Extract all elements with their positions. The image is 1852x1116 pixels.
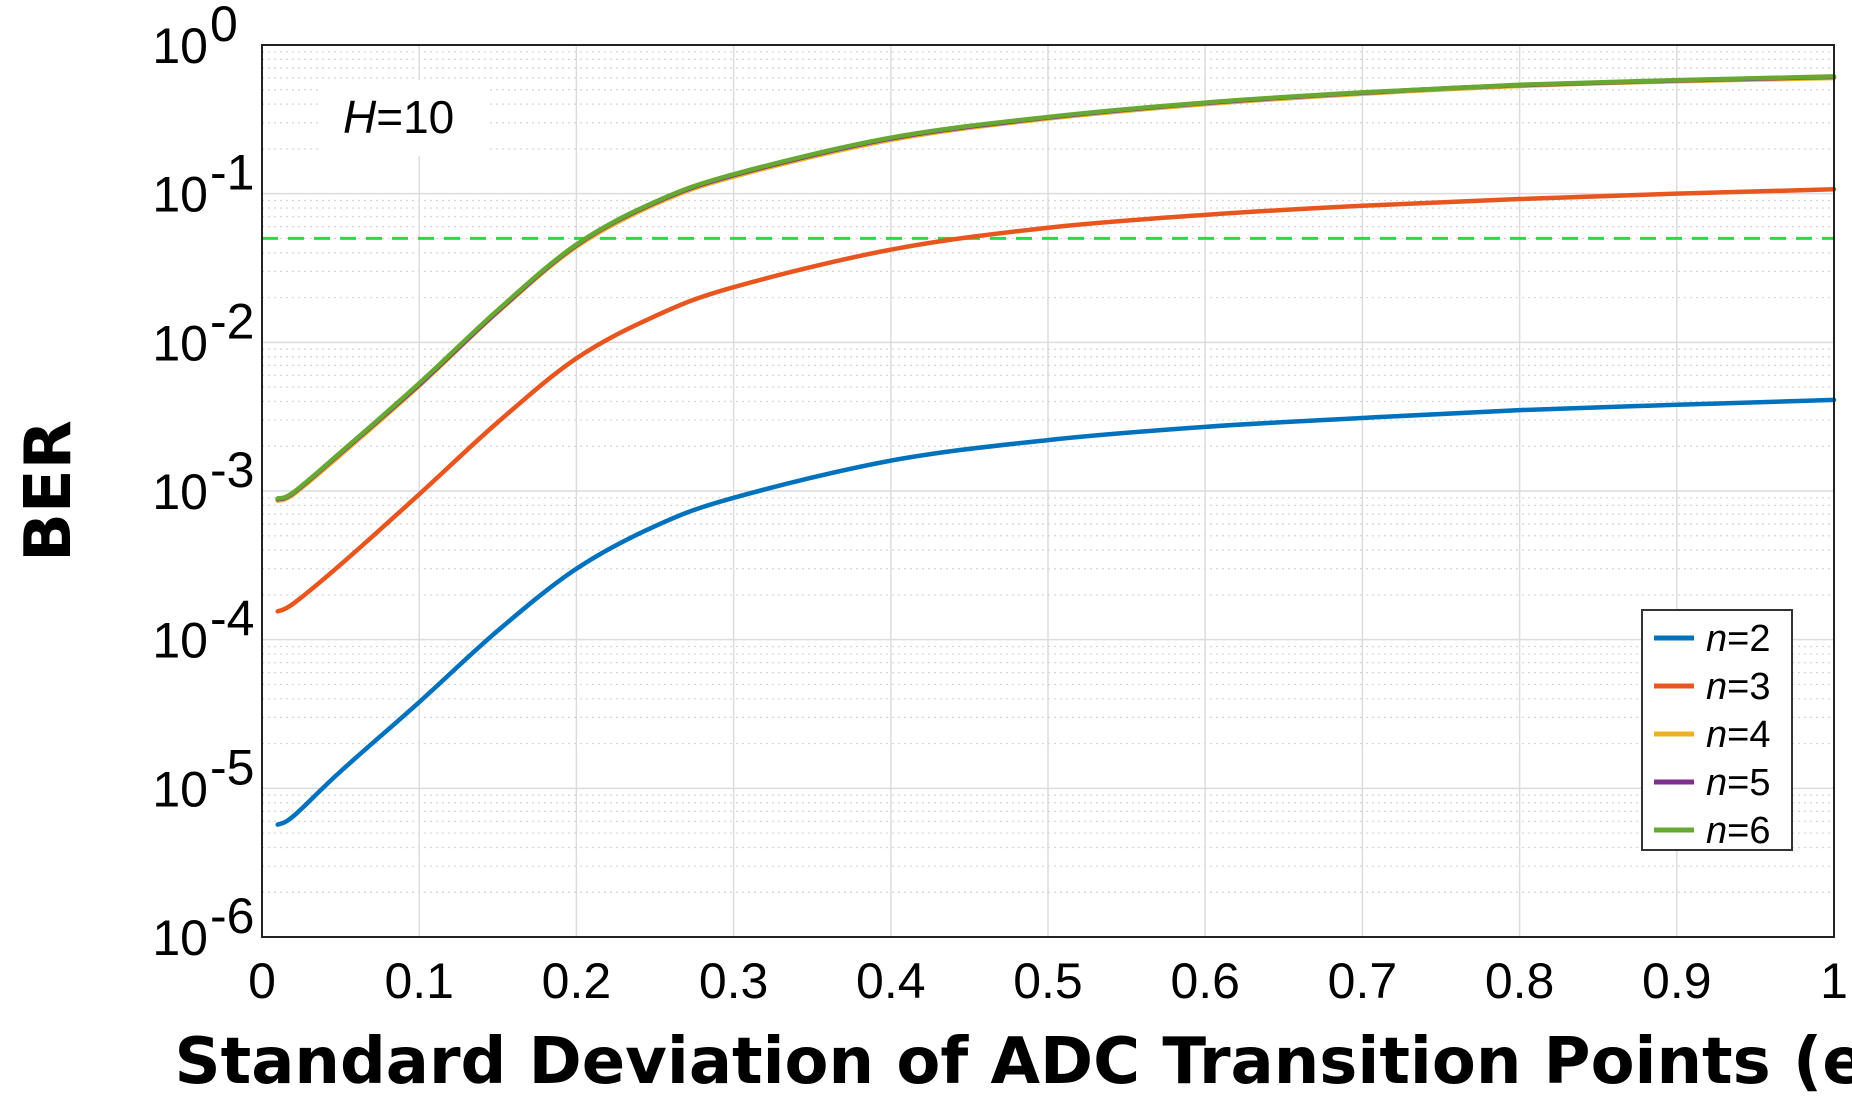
series-line-n-3 <box>275 187 1837 614</box>
legend-eq: =6 <box>1727 810 1770 852</box>
legend-eq: =5 <box>1727 762 1770 804</box>
h-annotation-box <box>318 80 488 156</box>
plot-frame <box>261 44 1835 938</box>
legend-label: n=3 <box>1706 666 1770 708</box>
y-tick-exponent: -3 <box>210 442 254 498</box>
x-tick-label: 0.2 <box>542 953 612 1009</box>
svg-text:H=10: H=10 <box>343 91 454 143</box>
legend-label: n=6 <box>1706 810 1770 852</box>
x-axis-label: Standard Deviation of ADC Transition Poi… <box>175 1025 1852 1099</box>
y-tick-exponent: -5 <box>210 739 254 795</box>
x-tick-label: 0.9 <box>1642 953 1712 1009</box>
legend-label: n=5 <box>1706 762 1770 804</box>
y-tick-exponent: 0 <box>210 0 238 52</box>
legend-var: n <box>1706 618 1727 660</box>
legend-eq: =4 <box>1727 714 1770 756</box>
y-tick-label: 10 <box>152 613 208 669</box>
x-tick-label: 0.6 <box>1170 953 1240 1009</box>
y-tick-label: 10 <box>152 315 208 371</box>
legend-eq: =2 <box>1727 618 1770 660</box>
y-tick-exponent: -2 <box>210 293 254 349</box>
legend-label: n=2 <box>1706 618 1770 660</box>
x-tick-label: 0.5 <box>1013 953 1083 1009</box>
series-line-n-6 <box>275 74 1837 501</box>
x-tick-label: 0.3 <box>699 953 769 1009</box>
legend-label: n=4 <box>1706 714 1770 756</box>
legend-var: n <box>1706 762 1727 804</box>
y-tick-label: 10 <box>152 464 208 520</box>
x-tick-label: 0.8 <box>1485 953 1555 1009</box>
legend-var: n <box>1706 714 1727 756</box>
x-tick-label: 0 <box>248 953 276 1009</box>
legend-var: n <box>1706 810 1727 852</box>
x-tick-label: 0.7 <box>1328 953 1398 1009</box>
y-tick-exponent: -6 <box>210 888 254 944</box>
y-tick-label: 10 <box>152 761 208 817</box>
h-annotation: H=10 <box>318 80 488 156</box>
legend-eq: =3 <box>1727 666 1770 708</box>
legend-box <box>1641 609 1793 851</box>
series-line-n-2 <box>275 397 1837 827</box>
y-tick-label: 10 <box>152 167 208 223</box>
y-tick-label: 10 <box>152 18 208 74</box>
x-tick-label: 0.1 <box>384 953 454 1009</box>
y-axis-label: BER <box>12 420 86 562</box>
y-tick-exponent: -4 <box>210 591 254 647</box>
h-annotation-var: H <box>343 91 377 143</box>
h-annotation-eq: =10 <box>376 91 454 143</box>
y-tick-exponent: -1 <box>210 145 254 201</box>
x-tick-label: 0.4 <box>856 953 926 1009</box>
y-tick-label: 10 <box>152 910 208 966</box>
legend-var: n <box>1706 666 1727 708</box>
x-tick-labels: 0 0.1 0.2 0.3 0.4 0.5 0.6 0.7 0.8 0.9 1 <box>248 953 1848 1009</box>
legend: n=2n=3n=4n=5n=6 <box>1641 609 1793 852</box>
x-tick-label: 1 <box>1820 953 1848 1009</box>
series-layer <box>275 74 1837 827</box>
